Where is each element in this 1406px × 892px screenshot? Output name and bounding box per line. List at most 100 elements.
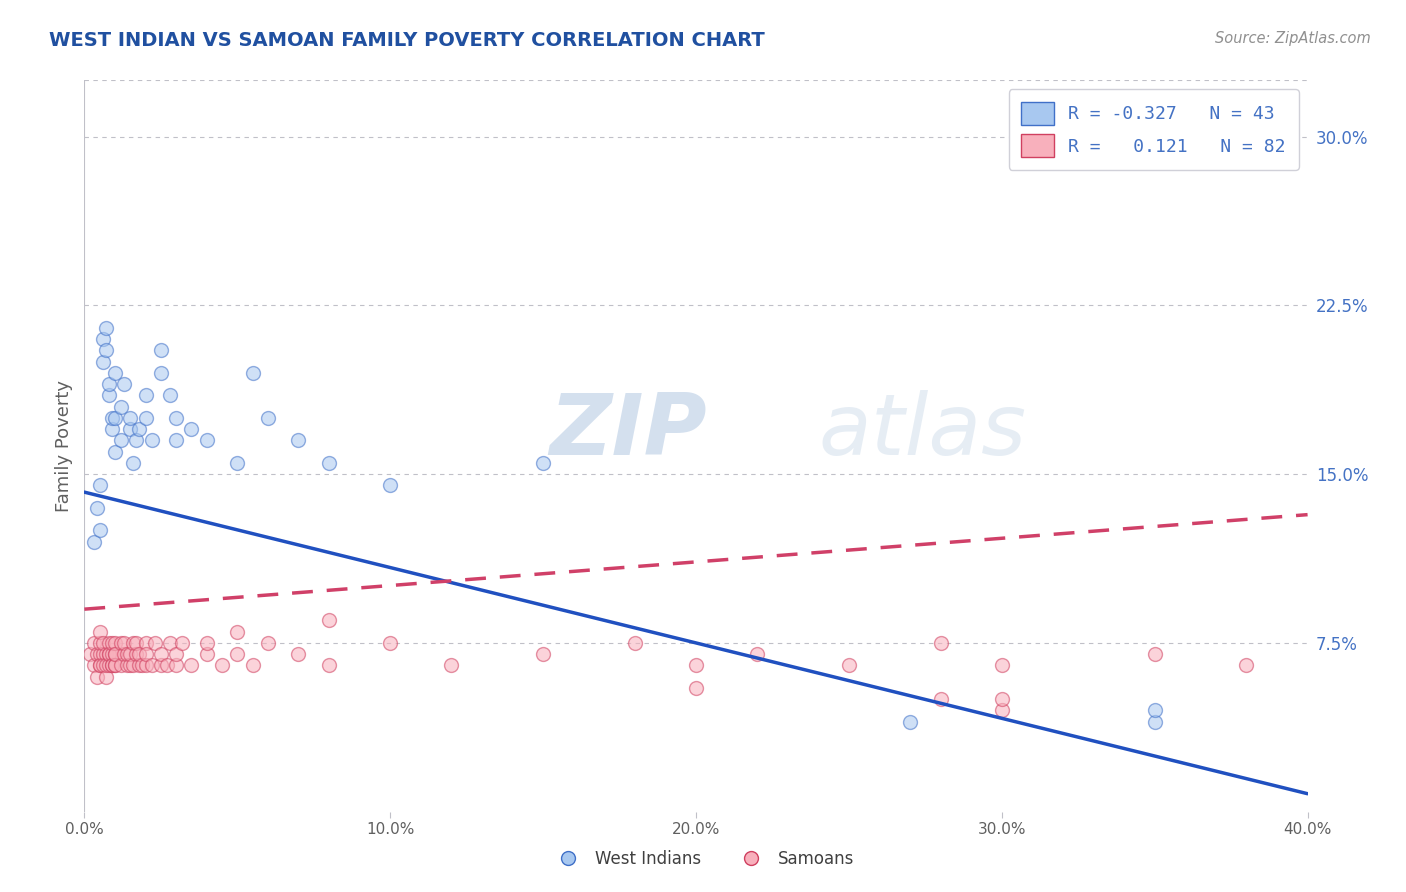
Point xyxy=(89,658,111,673)
Point xyxy=(149,343,172,358)
Point xyxy=(165,647,187,661)
Point xyxy=(97,636,120,650)
Point xyxy=(531,456,554,470)
Point xyxy=(149,647,172,661)
Point xyxy=(195,434,218,448)
Point xyxy=(149,366,172,380)
Point xyxy=(242,658,264,673)
Point xyxy=(91,647,114,661)
Point xyxy=(89,478,111,492)
Point xyxy=(89,647,111,661)
Point xyxy=(318,456,340,470)
Point xyxy=(318,614,340,628)
Point xyxy=(120,422,142,436)
Point xyxy=(257,410,280,425)
Point xyxy=(141,434,163,448)
Point xyxy=(159,636,181,650)
Point xyxy=(898,714,921,729)
Point xyxy=(97,647,120,661)
Point xyxy=(104,647,127,661)
Point xyxy=(180,658,202,673)
Point xyxy=(91,354,114,368)
Point xyxy=(91,636,114,650)
Point xyxy=(94,658,117,673)
Text: WEST INDIAN VS SAMOAN FAMILY POVERTY CORRELATION CHART: WEST INDIAN VS SAMOAN FAMILY POVERTY COR… xyxy=(49,31,765,50)
Point xyxy=(135,388,157,402)
Point xyxy=(531,647,554,661)
Point xyxy=(89,524,111,538)
Point xyxy=(195,636,218,650)
Point xyxy=(440,658,463,673)
Point xyxy=(318,658,340,673)
Point xyxy=(101,658,124,673)
Point xyxy=(287,647,309,661)
Point xyxy=(747,647,769,661)
Point xyxy=(165,434,187,448)
Point xyxy=(380,636,402,650)
Point xyxy=(1143,703,1166,717)
Point xyxy=(101,636,124,650)
Point xyxy=(257,636,280,650)
Point xyxy=(380,478,402,492)
Point xyxy=(104,647,127,661)
Point xyxy=(122,456,145,470)
Point xyxy=(83,636,105,650)
Point xyxy=(1143,647,1166,661)
Point xyxy=(141,658,163,673)
Point xyxy=(1236,658,1258,673)
Point xyxy=(115,658,138,673)
Point xyxy=(97,647,120,661)
Point xyxy=(86,647,108,661)
Point xyxy=(242,366,264,380)
Point xyxy=(91,658,114,673)
Point xyxy=(94,321,117,335)
Point xyxy=(135,410,157,425)
Point xyxy=(86,500,108,515)
Point xyxy=(89,624,111,639)
Point xyxy=(135,658,157,673)
Point xyxy=(112,647,135,661)
Point xyxy=(89,636,111,650)
Point xyxy=(226,624,249,639)
Point xyxy=(1143,714,1166,729)
Point xyxy=(128,658,150,673)
Point xyxy=(101,422,124,436)
Point xyxy=(94,647,117,661)
Point xyxy=(143,636,166,650)
Point xyxy=(991,703,1014,717)
Point xyxy=(929,636,952,650)
Point xyxy=(131,658,153,673)
Point xyxy=(226,647,249,661)
Point xyxy=(122,658,145,673)
Point xyxy=(83,658,105,673)
Point xyxy=(211,658,233,673)
Text: atlas: atlas xyxy=(818,390,1026,473)
Point xyxy=(159,388,181,402)
Point xyxy=(135,647,157,661)
Point xyxy=(110,636,132,650)
Text: Source: ZipAtlas.com: Source: ZipAtlas.com xyxy=(1215,31,1371,46)
Point xyxy=(101,658,124,673)
Legend: R = -0.327   N = 43, R =   0.121   N = 82: R = -0.327 N = 43, R = 0.121 N = 82 xyxy=(1010,89,1299,170)
Point xyxy=(110,400,132,414)
Point xyxy=(94,670,117,684)
Point xyxy=(991,692,1014,706)
Point xyxy=(104,410,127,425)
Point xyxy=(110,658,132,673)
Point xyxy=(125,647,148,661)
Point xyxy=(97,377,120,392)
Legend: West Indians, Samoans: West Indians, Samoans xyxy=(546,844,860,875)
Point xyxy=(125,636,148,650)
Point xyxy=(104,658,127,673)
Point xyxy=(120,658,142,673)
Point xyxy=(120,647,142,661)
Point xyxy=(89,658,111,673)
Point xyxy=(104,658,127,673)
Point xyxy=(83,534,105,549)
Point xyxy=(115,647,138,661)
Point xyxy=(104,636,127,650)
Point xyxy=(97,658,120,673)
Point xyxy=(128,422,150,436)
Point xyxy=(156,658,179,673)
Point xyxy=(91,332,114,346)
